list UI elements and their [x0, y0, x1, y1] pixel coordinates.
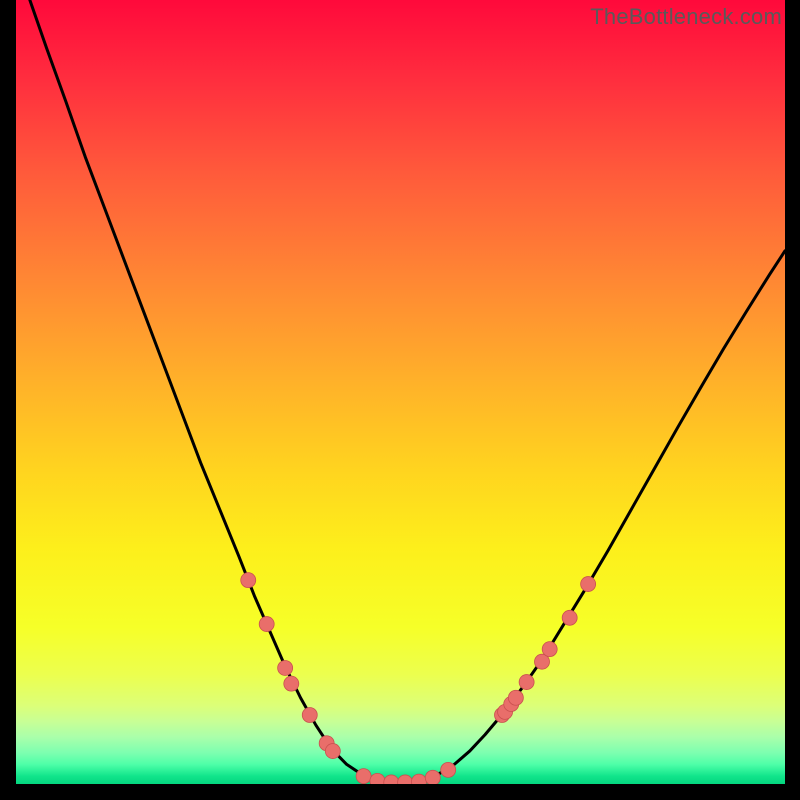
data-marker [411, 774, 426, 784]
data-marker [581, 577, 596, 592]
source-watermark: TheBottleneck.com [590, 4, 782, 30]
curve-overlay [16, 0, 785, 784]
data-marker [384, 775, 399, 784]
data-marker [278, 660, 293, 675]
data-marker [542, 642, 557, 657]
plot-area [16, 0, 785, 784]
data-marker [370, 773, 385, 784]
data-marker [356, 769, 371, 784]
data-marker [508, 690, 523, 705]
data-marker [284, 676, 299, 691]
data-marker [425, 770, 440, 784]
data-marker [562, 610, 577, 625]
data-marker [325, 744, 340, 759]
data-marker [302, 708, 317, 723]
data-marker [519, 675, 534, 690]
data-marker [441, 762, 456, 777]
data-marker [398, 775, 413, 784]
data-marker [241, 573, 256, 588]
data-marker [259, 617, 274, 632]
bottleneck-curve [30, 0, 785, 783]
marker-group [241, 573, 596, 784]
